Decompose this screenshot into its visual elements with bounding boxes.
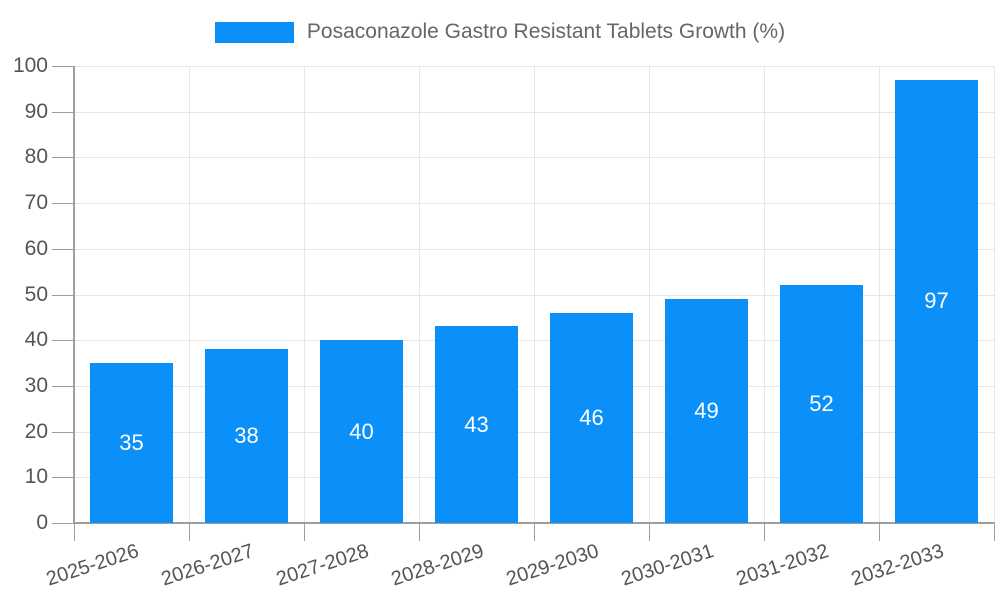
- bar-value-label: 97: [924, 288, 949, 314]
- y-tick-label: 20: [24, 419, 48, 443]
- legend[interactable]: Posaconazole Gastro Resistant Tablets Gr…: [0, 18, 1000, 46]
- bar-value-label: 46: [579, 404, 604, 430]
- bar[interactable]: 97: [895, 79, 978, 523]
- y-axis-tick: [52, 111, 74, 113]
- bar-value-label: 49: [694, 398, 719, 424]
- x-tick-label: 2031-2032: [733, 540, 832, 591]
- bar-value-label: 52: [809, 391, 834, 417]
- y-axis-tick: [52, 294, 74, 296]
- bar[interactable]: 46: [550, 312, 633, 523]
- x-tick-label: 2027-2028: [273, 540, 372, 591]
- y-tick-label: 70: [24, 191, 48, 215]
- grid-line-v: [419, 66, 420, 523]
- grid-line-v: [534, 66, 535, 523]
- x-axis-tick: [304, 523, 305, 541]
- y-tick-label: 30: [24, 373, 48, 397]
- x-axis-tick: [994, 523, 995, 541]
- grid-line-v: [764, 66, 765, 523]
- x-axis-tick: [649, 523, 650, 541]
- y-tick-label: 10: [24, 465, 48, 489]
- x-axis-tick: [419, 523, 420, 541]
- bar-value-label: 35: [119, 430, 144, 456]
- x-tick-label: 2026-2027: [158, 540, 257, 591]
- y-axis-tick: [52, 431, 74, 433]
- y-tick-label: 0: [36, 511, 48, 534]
- grid-line-v: [649, 66, 650, 523]
- y-axis-tick: [52, 523, 74, 524]
- legend-swatch: [214, 21, 294, 43]
- y-tick-label: 80: [24, 145, 48, 169]
- x-tick-label: 2028-2029: [388, 540, 487, 591]
- y-axis-line: [73, 66, 75, 523]
- x-axis-tick: [764, 523, 765, 541]
- bar-value-label: 40: [349, 418, 374, 444]
- y-tick-label: 60: [24, 236, 48, 260]
- legend-label: Posaconazole Gastro Resistant Tablets Gr…: [306, 20, 786, 43]
- x-tick-label: 2032-2033: [848, 540, 947, 591]
- x-axis-tick: [534, 523, 535, 541]
- y-axis-tick: [52, 248, 74, 250]
- y-axis-tick: [52, 157, 74, 159]
- grid-line-v: [189, 66, 190, 523]
- y-axis-tick: [52, 66, 74, 67]
- x-axis-tick: [74, 523, 75, 541]
- bar[interactable]: 35: [90, 363, 173, 523]
- grid-line-v: [994, 66, 995, 523]
- x-axis-tick: [189, 523, 190, 541]
- bar-value-label: 43: [464, 411, 489, 437]
- y-axis-tick: [52, 340, 74, 342]
- y-tick-label: 90: [24, 99, 48, 123]
- y-axis-tick: [52, 203, 74, 205]
- x-tick-label: 2025-2026: [43, 540, 142, 591]
- bar[interactable]: 40: [320, 340, 403, 523]
- bar[interactable]: 38: [205, 349, 288, 523]
- bar[interactable]: 52: [780, 285, 863, 523]
- bar[interactable]: 49: [665, 299, 748, 523]
- y-axis-tick: [52, 477, 74, 479]
- y-axis-tick: [52, 385, 74, 387]
- y-tick-label: 100: [12, 54, 48, 77]
- x-axis-line: [73, 522, 995, 524]
- y-tick-label: 40: [24, 328, 48, 352]
- x-axis-tick: [879, 523, 880, 541]
- x-tick-label: 2030-2031: [618, 540, 717, 591]
- bar[interactable]: 43: [435, 326, 518, 523]
- grid-line-v: [304, 66, 305, 523]
- grid-line-v: [879, 66, 880, 523]
- y-tick-label: 50: [24, 282, 48, 306]
- x-tick-label: 2029-2030: [503, 540, 602, 591]
- bar-value-label: 38: [234, 423, 259, 449]
